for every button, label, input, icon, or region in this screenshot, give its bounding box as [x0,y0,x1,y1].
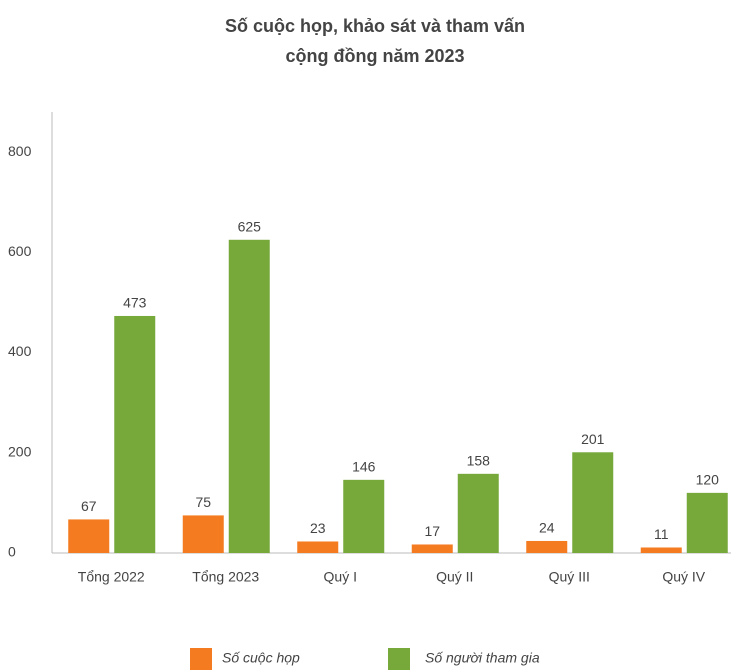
bar [297,541,339,553]
y-tick-label: 0 [8,544,16,560]
y-tick-label: 400 [8,343,32,359]
x-tick-label: Quý IV [662,569,705,585]
y-tick-label: 800 [8,143,32,159]
data-label: 158 [467,453,491,469]
bar [457,473,499,553]
bar [526,540,568,553]
legend-swatch [190,648,212,670]
legend-label: Số người tham gia [425,650,540,666]
y-tick-label: 200 [8,443,32,459]
x-tick-label: Tổng 2023 [192,569,259,585]
data-label: 23 [310,520,326,536]
x-tick-label: Tổng 2022 [78,569,145,585]
bar [572,452,614,553]
data-label: 120 [696,472,720,488]
bar [228,239,270,553]
data-label: 17 [424,523,440,539]
bar [68,519,110,553]
data-label: 146 [352,459,376,475]
y-tick-label: 600 [8,243,32,259]
bar [686,492,728,553]
data-label: 11 [654,526,669,542]
x-tick-label: Quý III [549,569,590,585]
legend-swatch [388,648,410,670]
x-tick-label: Quý II [436,569,473,585]
legend-label: Số cuộc họp [222,650,300,666]
data-label: 24 [539,520,555,536]
data-label: 201 [581,431,605,447]
x-tick-label: Quý I [324,569,357,585]
data-label: 75 [195,494,211,510]
data-label: 473 [123,295,147,311]
data-label: 67 [81,498,97,514]
data-label: 625 [238,218,262,234]
chart-title: cộng đồng năm 2023 [285,46,464,66]
bar [411,544,453,553]
bar [640,547,682,553]
bar [343,479,385,553]
bar [114,315,156,553]
bar [182,515,224,553]
chart-title: Số cuộc họp, khảo sát và tham vấn [225,16,525,36]
